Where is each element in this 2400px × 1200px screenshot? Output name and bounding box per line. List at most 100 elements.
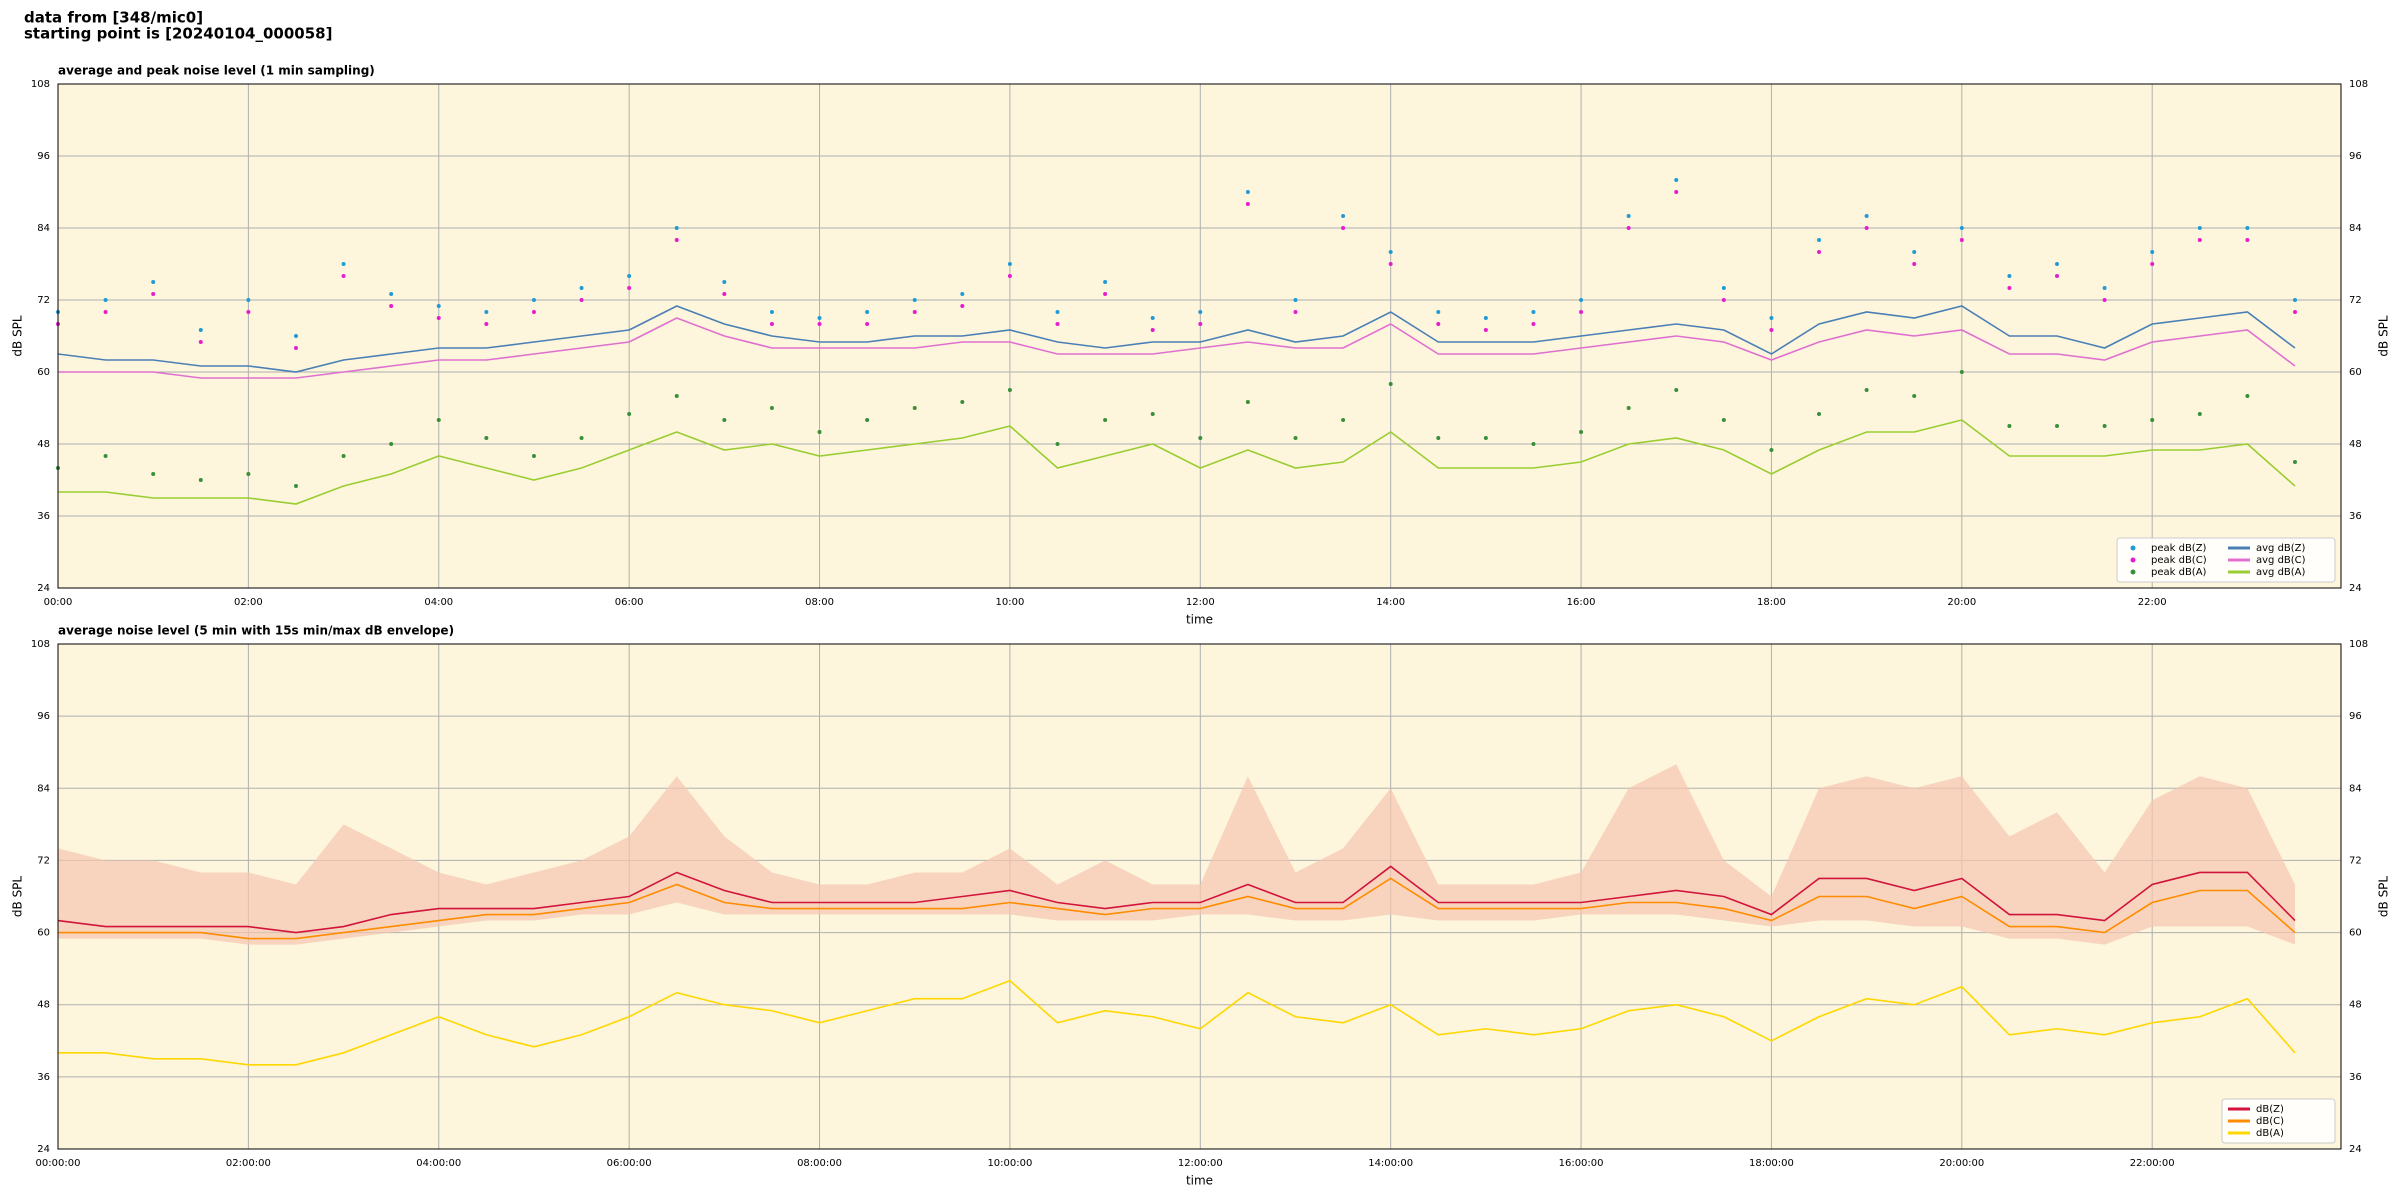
data-point — [484, 436, 489, 440]
data-point — [722, 418, 727, 422]
data-point — [579, 298, 584, 302]
data-point — [1674, 388, 1679, 392]
data-point — [389, 292, 394, 296]
data-point — [389, 304, 394, 308]
y-tick-label: 36 — [2349, 1072, 2362, 1083]
data-point — [2055, 274, 2060, 278]
data-point — [1150, 328, 1155, 332]
data-point — [531, 454, 536, 458]
data-point — [627, 286, 632, 290]
y-tick-label: 24 — [2349, 583, 2362, 594]
data-point — [341, 262, 346, 266]
header-line: data from [348/mic0] — [24, 9, 203, 27]
data-point — [436, 418, 441, 422]
legend-box — [2116, 537, 2336, 583]
data-point — [2292, 298, 2297, 302]
data-point — [1007, 388, 1012, 392]
legend-label: peak dB(C) — [2151, 555, 2207, 566]
data-point — [865, 418, 870, 422]
y-tick-label: 48 — [37, 1000, 50, 1011]
data-point — [769, 322, 774, 326]
y-tick-label: 24 — [2349, 1144, 2362, 1155]
chart-title: average noise level (5 min with 15s min/… — [58, 624, 454, 638]
y-tick-label: 84 — [37, 783, 50, 794]
y-axis-label: dB SPL — [11, 876, 25, 918]
data-point — [865, 322, 870, 326]
data-point — [1674, 178, 1679, 182]
data-point — [2150, 250, 2155, 254]
data-point — [1579, 298, 1584, 302]
y-tick-label: 48 — [2349, 1000, 2362, 1011]
data-point — [817, 430, 822, 434]
data-point — [531, 298, 536, 302]
data-point — [1150, 412, 1155, 416]
data-point — [1769, 316, 1774, 320]
legend-box — [2221, 1098, 2336, 1144]
x-tick-label: 04:00 — [424, 597, 453, 608]
data-point — [2007, 274, 2012, 278]
data-point — [1817, 238, 1822, 242]
x-tick-label: 02:00:00 — [226, 1158, 271, 1169]
x-tick-label: 00:00:00 — [36, 1158, 81, 1169]
data-point — [1531, 442, 1536, 446]
data-point — [1150, 316, 1155, 320]
data-point — [2150, 262, 2155, 266]
data-point — [960, 400, 965, 404]
data-point — [2102, 424, 2107, 428]
data-point — [1103, 280, 1108, 284]
data-point — [2150, 418, 2155, 422]
x-tick-label: 12:00:00 — [1178, 1158, 1223, 1169]
plot-area — [58, 84, 2341, 588]
x-tick-label: 22:00:00 — [2130, 1158, 2175, 1169]
data-point — [1721, 298, 1726, 302]
x-tick-label: 08:00:00 — [797, 1158, 842, 1169]
data-point — [722, 292, 727, 296]
data-point — [1626, 406, 1631, 410]
data-point — [1245, 400, 1250, 404]
data-point — [1055, 310, 1060, 314]
y-tick-label: 108 — [31, 79, 50, 90]
y-axis-label: dB SPL — [2377, 315, 2391, 357]
legend-label: avg dB(C) — [2256, 555, 2306, 566]
data-point — [1959, 370, 1964, 374]
envelope-band — [58, 764, 2295, 945]
data-point — [674, 226, 679, 230]
data-point — [1007, 274, 1012, 278]
data-point — [1864, 226, 1869, 230]
y-tick-label: 96 — [2349, 151, 2362, 162]
data-line — [58, 419, 2296, 505]
data-point — [1579, 310, 1584, 314]
data-point — [151, 280, 156, 284]
data-point — [1103, 418, 1108, 422]
y-tick-label: 60 — [37, 367, 50, 378]
data-point — [484, 310, 489, 314]
x-tick-label: 06:00:00 — [607, 1158, 652, 1169]
x-tick-label: 20:00 — [1947, 597, 1976, 608]
x-axis-label: time — [1186, 613, 1213, 627]
x-tick-label: 14:00 — [1376, 597, 1405, 608]
data-point — [1912, 250, 1917, 254]
data-point — [1341, 226, 1346, 230]
x-axis-label: time — [1186, 1174, 1213, 1188]
y-tick-label: 72 — [2349, 295, 2362, 306]
x-tick-label: 08:00 — [805, 597, 834, 608]
data-point — [769, 406, 774, 410]
data-point — [912, 310, 917, 314]
data-point — [960, 304, 965, 308]
data-point — [2245, 238, 2250, 242]
data-point — [1341, 214, 1346, 218]
y-axis-label: dB SPL — [11, 315, 25, 357]
data-point — [912, 406, 917, 410]
data-point — [674, 394, 679, 398]
data-point — [103, 298, 108, 302]
data-point — [1007, 262, 1012, 266]
y-tick-label: 36 — [2349, 511, 2362, 522]
x-tick-label: 00:00 — [44, 597, 73, 608]
y-tick-label: 84 — [37, 223, 50, 234]
data-point — [2197, 412, 2202, 416]
data-point — [103, 310, 108, 314]
data-point — [1436, 310, 1441, 314]
data-point — [198, 340, 203, 344]
y-tick-label: 36 — [37, 1072, 50, 1083]
x-tick-label: 20:00:00 — [1939, 1158, 1984, 1169]
